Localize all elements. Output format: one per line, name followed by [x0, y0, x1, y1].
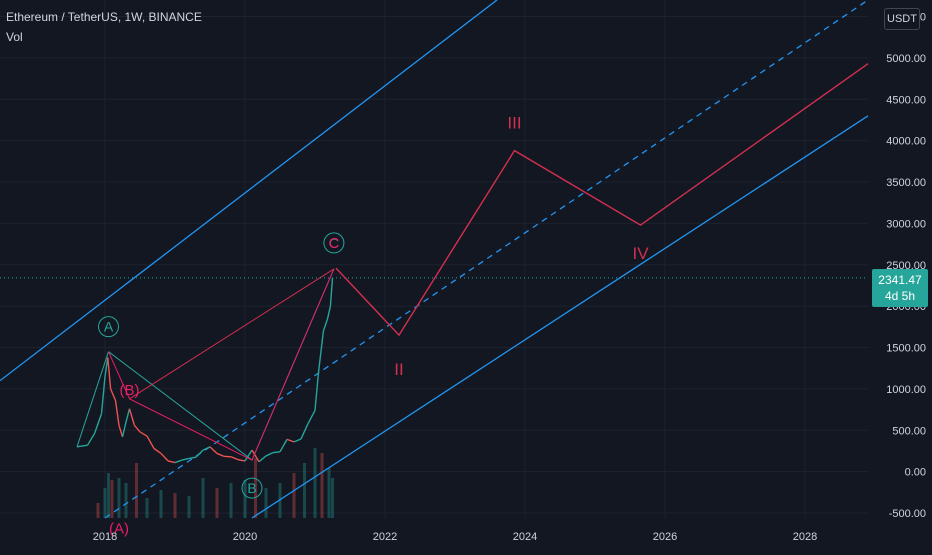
bar-countdown: 4d 5h [872, 288, 928, 304]
price-segment-43 [330, 278, 332, 306]
price-segment-20 [182, 458, 189, 460]
price-segment-4 [102, 377, 106, 414]
price-segment-27 [231, 457, 238, 460]
price-segment-35 [287, 439, 294, 441]
x-tick-label-2024: 2024 [513, 531, 537, 543]
price-segment-2 [88, 434, 95, 446]
volume-bar-19 [303, 463, 306, 518]
price-segment-39 [315, 372, 319, 410]
volume-bar-22 [328, 468, 331, 518]
y-tick-label-1: 5000.00 [886, 53, 926, 65]
volume-bar-8 [160, 490, 163, 518]
y-tick-label-10: 500.00 [892, 425, 926, 437]
price-segment-37 [301, 424, 308, 439]
volume-bar-4 [118, 478, 121, 518]
volume-bar-13 [230, 483, 233, 518]
price-segment-15 [147, 436, 154, 448]
symbol-title: Ethereum / TetherUS, 1W, BINANCE [6, 10, 202, 24]
y-tick-label-3: 4000.00 [886, 136, 926, 148]
volume-bar-21 [321, 453, 324, 518]
channel-line-lower [252, 116, 868, 518]
currency-selector[interactable]: USDT [884, 8, 920, 30]
volume-bar-18 [293, 473, 296, 518]
pink-wave-label-B: (B) [120, 382, 140, 399]
price-segment-31 [259, 456, 266, 462]
wave-label-IV: IV [632, 244, 649, 263]
volume-bar-6 [135, 463, 138, 518]
price-segment-8 [116, 400, 120, 425]
x-tick-label-2020: 2020 [233, 531, 257, 543]
price-segment-13 [134, 425, 140, 432]
price-segment-17 [161, 453, 168, 460]
price-segment-24 [210, 447, 217, 454]
last-price-value: 2341.47 [872, 272, 928, 288]
volume-bar-7 [146, 498, 149, 518]
price-segment-34 [280, 439, 287, 451]
wave-label-III: III [507, 114, 521, 133]
green-wave-label-A: A [104, 319, 114, 335]
price-segment-7 [111, 389, 116, 401]
price-segment-40 [319, 331, 324, 372]
price-segment-1 [77, 445, 88, 447]
price-segment-38 [308, 410, 315, 423]
price-segment-33 [273, 452, 280, 453]
volume-bar-12 [216, 488, 219, 518]
y-tick-label-2: 4500.00 [886, 94, 926, 106]
price-segment-6 [108, 357, 111, 388]
price-segment-25 [217, 453, 224, 456]
y-tick-label-11: 0.00 [905, 467, 926, 479]
volume-bar-5 [125, 483, 128, 518]
price-segment-41 [323, 319, 327, 331]
volume-bar-3 [111, 480, 114, 518]
volume-bar-2 [107, 473, 110, 518]
pink-wave-label-C: C [328, 235, 339, 252]
volume-indicator-label[interactable]: Vol [6, 30, 23, 44]
price-segment-36 [294, 439, 301, 442]
volume-bar-14 [244, 480, 247, 518]
y-tick-label-5: 3000.00 [886, 218, 926, 230]
price-segment-16 [154, 448, 161, 453]
y-tick-label-4: 3500.00 [886, 177, 926, 189]
wave-label-II: II [394, 360, 403, 379]
price-segment-21 [189, 457, 196, 458]
x-tick-label-2028: 2028 [793, 531, 817, 543]
price-segment-42 [328, 306, 331, 318]
x-tick-label-2022: 2022 [373, 531, 397, 543]
x-tick-label-2018: 2018 [93, 531, 117, 543]
price-segment-12 [130, 409, 135, 426]
x-tick-label-2026: 2026 [653, 531, 677, 543]
volume-bar-23 [331, 478, 334, 518]
channel-line-middle [105, 0, 868, 518]
price-segment-10 [123, 422, 127, 437]
volume-bar-1 [104, 488, 107, 518]
volume-bar-20 [314, 448, 317, 518]
last-price-badge: 2341.47 4d 5h [872, 269, 928, 307]
price-segment-18 [168, 461, 175, 463]
price-segment-32 [266, 453, 273, 456]
green-wave-path [109, 269, 334, 460]
y-tick-label-12: -500.00 [889, 508, 926, 520]
price-segment-19 [175, 460, 182, 462]
price-segment-22 [196, 450, 203, 457]
pink-wave-path [109, 269, 334, 460]
volume-bar-16 [265, 488, 268, 518]
volume-bar-9 [174, 493, 177, 518]
green-wave-start [77, 352, 109, 447]
price-segment-28 [238, 460, 245, 461]
price-segment-9 [119, 425, 123, 437]
price-segment-14 [140, 432, 147, 436]
y-tick-label-8: 1500.00 [886, 343, 926, 355]
price-segment-11 [126, 409, 130, 422]
wave-projection-path [336, 64, 868, 335]
y-tick-label-9: 1000.00 [886, 384, 926, 396]
volume-bar-0 [97, 503, 100, 518]
pink-wave-diagonal [130, 269, 334, 399]
volume-bar-11 [202, 478, 205, 518]
green-wave-label-B: B [247, 480, 256, 496]
volume-bar-10 [188, 496, 191, 518]
